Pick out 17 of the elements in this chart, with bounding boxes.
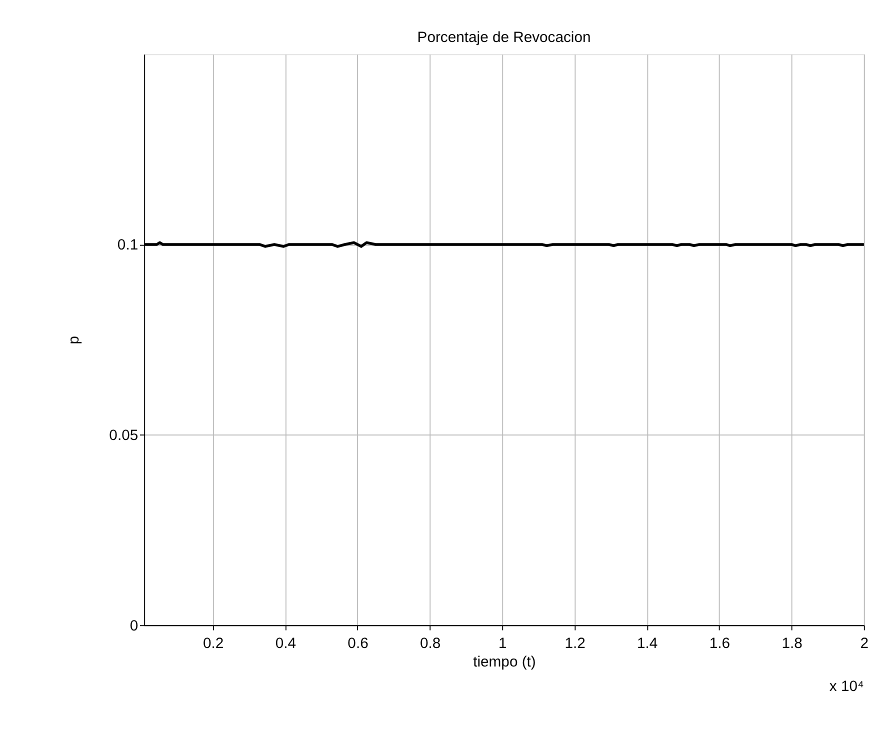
x-tick-label: 1.2 <box>564 636 586 652</box>
x-tick-label: 1.6 <box>709 636 730 652</box>
x-tick-label: 0.2 <box>202 636 224 652</box>
x-tick-label: 1 <box>498 636 507 652</box>
y-axis-title: p <box>66 336 82 344</box>
y-tick-label: 0.1 <box>117 238 138 254</box>
chart-title: Porcentaje de Revocacion <box>417 30 591 46</box>
x-tick-label: 0.8 <box>420 636 441 652</box>
x-tick-label: 1.4 <box>637 636 658 652</box>
x-axis-title: tiempo (t) <box>473 654 536 671</box>
y-tick-label: 0.05 <box>109 428 138 444</box>
x-tick-label: 1.8 <box>782 636 802 652</box>
x-tick-label: 0.4 <box>275 636 296 652</box>
x-tick-label: 0.6 <box>348 636 368 652</box>
y-tick-label: 0 <box>130 618 138 634</box>
x-tick-label: 2 <box>860 636 869 652</box>
text: x 10⁴ <box>829 679 864 696</box>
